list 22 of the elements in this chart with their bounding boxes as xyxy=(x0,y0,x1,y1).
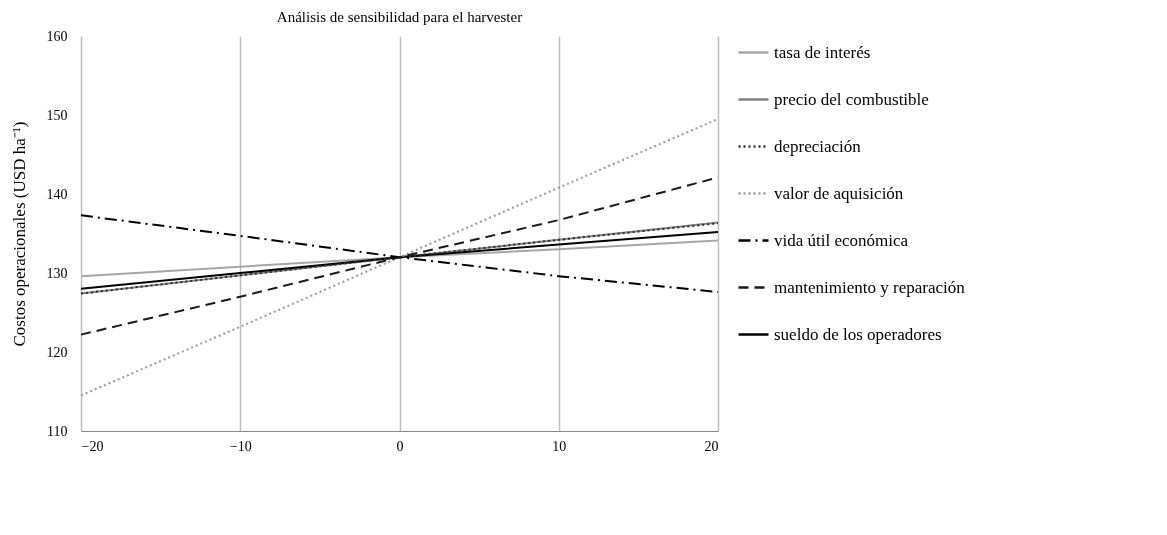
x-tick-label: −10 xyxy=(229,438,252,454)
y-tick-label: 120 xyxy=(46,344,68,360)
legend-label: sueldo de los operadores xyxy=(774,324,942,344)
legend-label: valor de aquisición xyxy=(774,183,904,203)
legend-label: vida útil económica xyxy=(774,230,909,250)
line-series xyxy=(80,117,719,397)
y-tick-label: 130 xyxy=(46,265,68,281)
chart-title: Análisis de sensibilidad para el harvester xyxy=(276,9,523,25)
y-tick-label: 110 xyxy=(47,423,68,439)
legend-label: precio del combustible xyxy=(774,89,929,109)
x-tick-label: 0 xyxy=(396,438,404,454)
legend-label: mantenimiento y reparación xyxy=(774,277,966,297)
x-tick-label: 20 xyxy=(704,438,719,454)
line-series xyxy=(80,239,719,278)
y-tick-label: 150 xyxy=(46,107,68,123)
y-tick-label: 160 xyxy=(46,28,68,44)
x-tick-label: 10 xyxy=(552,438,567,454)
legend-label: tasa de interés xyxy=(774,42,871,62)
x-tick-label: −20 xyxy=(81,438,104,454)
y-axis-title: Costos operacionales (USD ha⁻¹) xyxy=(9,121,29,347)
y-tick-label: 140 xyxy=(46,186,68,202)
legend-label: depreciación xyxy=(774,136,862,156)
